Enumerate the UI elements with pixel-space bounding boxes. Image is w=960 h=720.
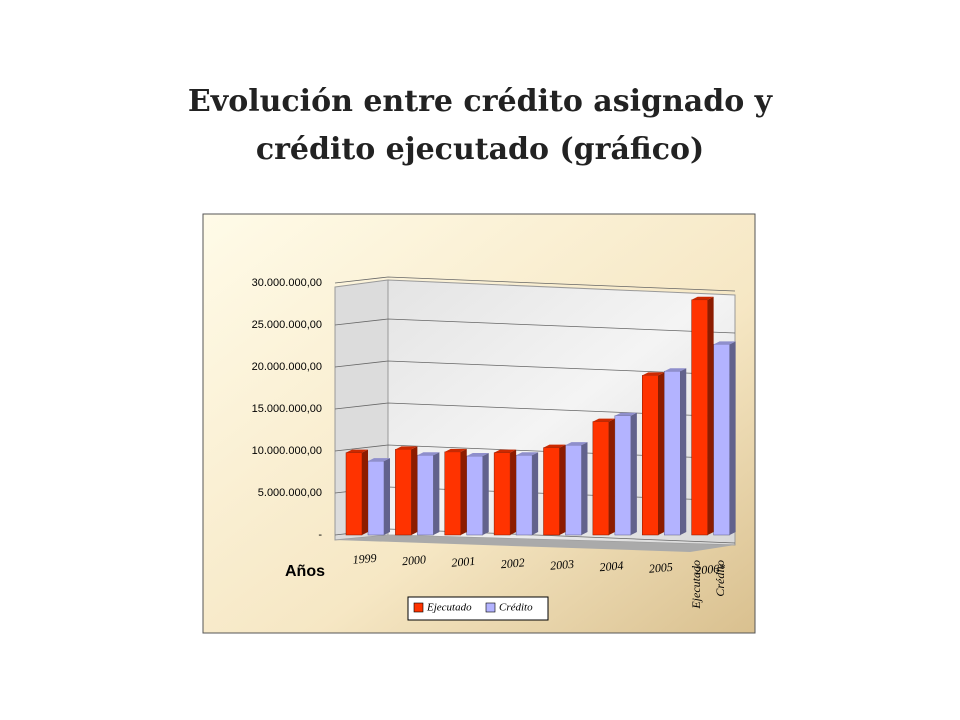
legend: Ejecutado Crédito xyxy=(407,596,549,621)
grid-line xyxy=(334,360,736,376)
bar-side xyxy=(707,296,714,535)
x-tick-label: 1999 xyxy=(352,551,377,567)
bar xyxy=(444,448,467,536)
bar-front xyxy=(565,444,582,536)
legend-swatch xyxy=(413,602,424,613)
depth-axis-label: Ejecutado xyxy=(689,560,703,610)
bar-top xyxy=(565,442,588,446)
bar-front xyxy=(713,344,730,536)
bar-side xyxy=(362,449,368,535)
bar-side xyxy=(581,442,588,535)
y-tick-label: - xyxy=(318,529,322,541)
legend-box xyxy=(407,596,549,621)
bar-side xyxy=(559,444,566,535)
bar xyxy=(367,458,390,536)
bar-top xyxy=(395,446,418,450)
bar-top xyxy=(691,296,714,300)
y-tick-label: 15.000.000,00 xyxy=(252,403,322,415)
depth-axis-label: Crédito xyxy=(713,560,727,597)
bar-front xyxy=(345,452,363,536)
bar-top xyxy=(417,452,440,456)
floor xyxy=(335,535,735,552)
bar xyxy=(614,412,637,536)
bar-side xyxy=(384,458,390,535)
bar xyxy=(515,452,539,536)
bar-top xyxy=(642,372,665,376)
bar xyxy=(664,368,687,536)
bar-front xyxy=(493,452,511,536)
bar-top xyxy=(592,418,615,422)
bar-side xyxy=(433,452,440,535)
bar xyxy=(466,453,489,536)
x-tick-label: 2001 xyxy=(451,554,476,570)
legend-label: Ejecutado xyxy=(426,602,472,614)
title-line: Evolución entre crédito asignado y xyxy=(187,84,773,119)
bar-top xyxy=(664,368,687,372)
x-tick-label: 2002 xyxy=(500,555,525,571)
bar-top xyxy=(543,444,566,448)
bar-front xyxy=(691,299,708,536)
bar-side xyxy=(510,449,517,535)
bar-side xyxy=(630,412,637,535)
bar-front xyxy=(614,415,632,536)
bar-front xyxy=(466,455,483,536)
x-axis-label: Años xyxy=(285,563,325,580)
bar-top xyxy=(614,412,637,416)
y-tick-label: 20.000.000,00 xyxy=(252,361,322,373)
title-line: crédito ejecutado (gráfico) xyxy=(255,132,705,167)
bar-side xyxy=(658,372,665,535)
bar-top xyxy=(368,458,390,462)
x-tick-label: 2003 xyxy=(550,557,575,573)
bar xyxy=(395,446,418,536)
bar-front xyxy=(543,447,560,536)
bar-side xyxy=(460,448,467,535)
x-tick-label: 2000 xyxy=(401,552,426,568)
bar-top xyxy=(516,452,539,456)
x-tick-label: 2005 xyxy=(648,560,673,576)
bar-front xyxy=(642,375,659,536)
bar xyxy=(592,418,615,536)
slide-title: Evolución entre crédito asignado y crédi… xyxy=(0,78,960,174)
bar-top xyxy=(346,449,368,453)
bar-side xyxy=(532,452,539,535)
legend-swatch xyxy=(485,602,496,613)
bar-front xyxy=(367,460,385,536)
bar-top xyxy=(444,448,467,452)
bar-front xyxy=(395,449,412,536)
bar xyxy=(691,296,714,536)
bar xyxy=(417,452,440,536)
bar-front xyxy=(664,370,681,536)
x-tick-label: 2006* xyxy=(695,561,726,578)
grid-line xyxy=(334,318,736,334)
bar-front xyxy=(444,451,461,536)
bar xyxy=(642,372,665,536)
y-tick-label: 25.000.000,00 xyxy=(252,319,322,331)
bar xyxy=(345,449,368,536)
bar xyxy=(493,449,517,536)
bar-side xyxy=(482,453,489,535)
bar-side xyxy=(411,446,418,535)
legend-label: Crédito xyxy=(499,602,533,614)
y-tick-label: 10.000.000,00 xyxy=(252,445,322,457)
bar-front xyxy=(417,454,434,536)
y-tick-label: 5.000.000,00 xyxy=(258,487,322,499)
bar-side xyxy=(680,368,687,535)
bar-side xyxy=(608,418,615,535)
bar xyxy=(565,442,588,536)
bar-top xyxy=(713,341,736,345)
bar-front xyxy=(515,454,533,536)
x-tick-label: 2004 xyxy=(599,558,624,574)
bar-top xyxy=(494,449,517,453)
bar xyxy=(543,444,566,536)
y-tick-label: 30.000.000,00 xyxy=(252,277,322,289)
bar xyxy=(713,341,736,536)
bar-front xyxy=(592,421,610,536)
bar-side xyxy=(729,341,736,535)
grid-line xyxy=(334,402,736,418)
bar-top xyxy=(466,453,489,457)
grid-line xyxy=(334,276,736,292)
